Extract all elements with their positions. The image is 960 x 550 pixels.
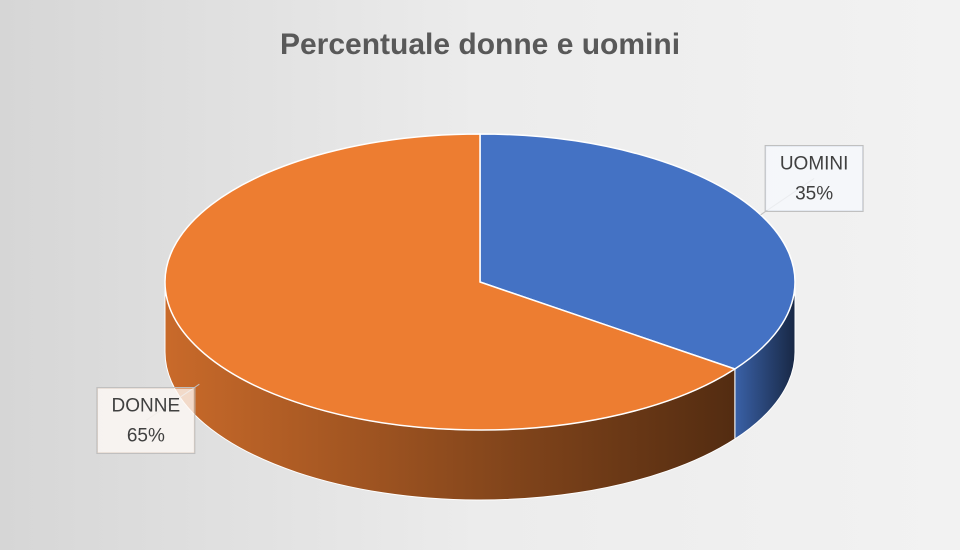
labels: UOMINI 35% DONNE 65%	[96, 144, 864, 455]
pie	[164, 133, 796, 501]
slice	[479, 133, 796, 370]
callout-bg	[766, 146, 863, 211]
category-label: UOMINI	[780, 154, 849, 175]
category-label: DONNE	[112, 396, 181, 417]
value-label: 35%	[795, 184, 833, 205]
callout-bg	[97, 388, 194, 453]
value-label: 65%	[127, 426, 165, 447]
slice	[164, 133, 737, 431]
chart-title: Percentuale donne e uomini	[280, 28, 680, 61]
